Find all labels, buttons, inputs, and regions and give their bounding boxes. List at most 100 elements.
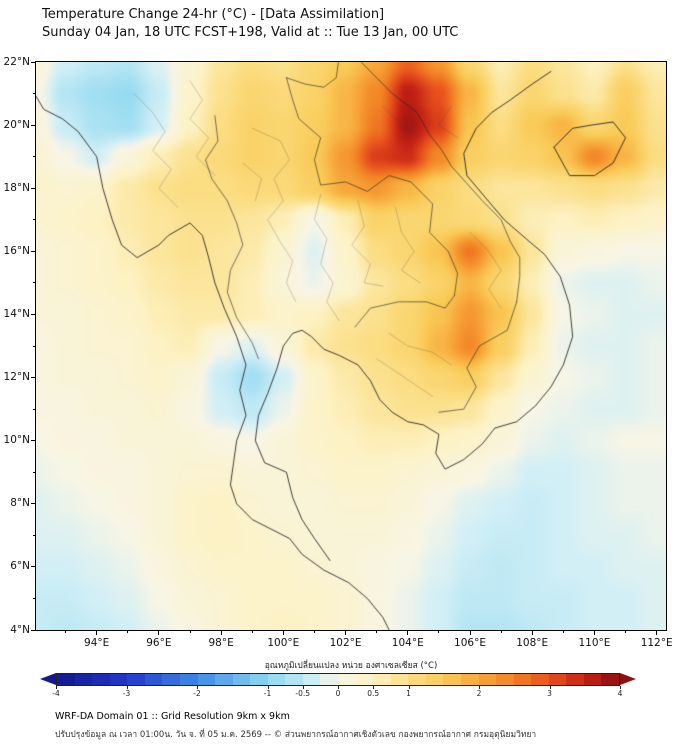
x-minor-tick: [625, 631, 627, 633]
colorbar-tick-mark: [338, 686, 339, 689]
y-major-tick: [31, 629, 35, 631]
page-title: Temperature Change 24-hr (°C) - [Data As…: [42, 7, 385, 22]
x-major-tick: [220, 631, 222, 635]
y-tick-label: 20°N: [3, 118, 30, 131]
colorbar-segment: [57, 674, 75, 685]
colorbar-tick-label: 0: [335, 689, 341, 698]
colorbar-segment: [390, 674, 409, 685]
x-minor-tick: [313, 631, 315, 633]
colorbar-tick-mark: [549, 686, 551, 689]
x-major-tick: [469, 631, 471, 635]
y-minor-tick: [33, 219, 35, 221]
y-major-tick: [31, 566, 35, 568]
colorbar-tick-label: -0.5: [295, 689, 311, 698]
y-major-tick: [31, 377, 35, 379]
y-major-tick: [31, 440, 35, 442]
x-major-tick: [282, 631, 284, 635]
colorbar-segment: [601, 674, 619, 685]
x-tick-label: 110°E: [578, 637, 611, 649]
colorbar-tick-label: 0.5: [367, 689, 380, 698]
footer-domain-info: WRF-DA Domain 01 :: Grid Resolution 9km …: [55, 711, 290, 722]
x-major-tick: [656, 631, 658, 635]
map-plot-frame: [35, 61, 667, 631]
colorbar: [56, 673, 620, 686]
x-minor-tick: [189, 631, 191, 633]
colorbar-segment: [478, 674, 497, 685]
y-tick-label: 8°N: [10, 497, 30, 510]
y-minor-tick: [33, 597, 35, 599]
y-minor-tick: [33, 534, 35, 536]
colorbar-segment: [425, 674, 444, 685]
colorbar-segment: [109, 674, 128, 685]
colorbar-segment: [302, 674, 321, 685]
colorbar-tick-mark: [302, 686, 304, 689]
colorbar-left-arrow: [40, 673, 56, 685]
x-major-tick: [96, 631, 98, 635]
colorbar-segment: [583, 674, 602, 685]
colorbar-tick-mark: [56, 686, 57, 689]
y-tick-label: 4°N: [10, 623, 30, 636]
colorbar-segment: [127, 674, 145, 685]
x-major-tick: [531, 631, 533, 635]
x-minor-tick: [251, 631, 253, 633]
y-tick-label: 16°N: [3, 244, 30, 257]
temperature-heatmap-canvas: [36, 62, 666, 630]
x-tick-label: 106°E: [454, 637, 486, 649]
x-major-tick: [593, 631, 595, 635]
y-major-tick: [31, 503, 35, 505]
x-tick-label: 98°E: [208, 637, 234, 649]
x-minor-tick: [438, 631, 440, 633]
y-major-tick: [31, 61, 35, 63]
x-minor-tick: [562, 631, 564, 633]
colorbar-segment: [250, 674, 268, 685]
colorbar-segment: [285, 674, 303, 685]
colorbar-segment: [460, 674, 479, 685]
y-minor-tick: [33, 471, 35, 473]
colorbar-tick-label: -4: [52, 689, 60, 698]
x-tick-label: 102°E: [329, 637, 362, 649]
colorbar-tick-mark: [126, 686, 128, 689]
x-minor-tick: [65, 631, 67, 633]
x-tick-label: 94°E: [84, 637, 110, 649]
colorbar-segment: [320, 674, 338, 685]
colorbar-segment: [513, 674, 532, 685]
colorbar-segment: [355, 674, 374, 685]
y-tick-label: 12°N: [3, 371, 30, 384]
y-tick-label: 14°N: [3, 307, 30, 320]
x-tick-label: 112°E: [640, 637, 673, 649]
y-minor-tick: [33, 282, 35, 284]
colorbar-segment: [215, 674, 233, 685]
colorbar-segment: [531, 674, 549, 685]
colorbar-tick-mark: [267, 686, 269, 689]
y-minor-tick: [33, 345, 35, 347]
colorbar-tick-mark: [408, 686, 410, 689]
colorbar-right-arrow: [620, 673, 636, 685]
page-subtitle: Sunday 04 Jan, 18 UTC FCST+198, Valid at…: [42, 25, 459, 40]
y-major-tick: [31, 187, 35, 189]
x-minor-tick: [127, 631, 129, 633]
colorbar-tick-mark: [373, 686, 375, 689]
y-tick-label: 10°N: [3, 434, 30, 447]
colorbar-segment: [92, 674, 110, 685]
footer-update-info: ปรับปรุงข้อมูล ณ เวลา 01:00น. วัน จ. ที่…: [55, 730, 537, 740]
colorbar-segment: [232, 674, 251, 685]
colorbar-tick-mark: [197, 686, 198, 689]
y-major-tick: [31, 313, 35, 315]
colorbar-tick-label: 4: [617, 689, 623, 698]
colorbar-segment: [338, 674, 356, 685]
colorbar-tick-label: -1: [263, 689, 272, 698]
x-tick-label: 96°E: [146, 637, 172, 649]
x-major-tick: [407, 631, 409, 635]
colorbar-segment: [548, 674, 567, 685]
x-major-tick: [158, 631, 160, 635]
colorbar-tick-mark: [620, 686, 621, 689]
x-tick-label: 108°E: [516, 637, 549, 649]
y-minor-tick: [33, 156, 35, 158]
y-minor-tick: [33, 93, 35, 95]
colorbar-segment: [267, 674, 286, 685]
y-major-tick: [31, 250, 35, 252]
colorbar-title: อุณหภูมิเปลี่ยนแปลง หน่วย องศาเซลเซียส (…: [264, 661, 438, 671]
colorbar-segment: [162, 674, 180, 685]
colorbar-tick-label: -3: [122, 689, 131, 698]
